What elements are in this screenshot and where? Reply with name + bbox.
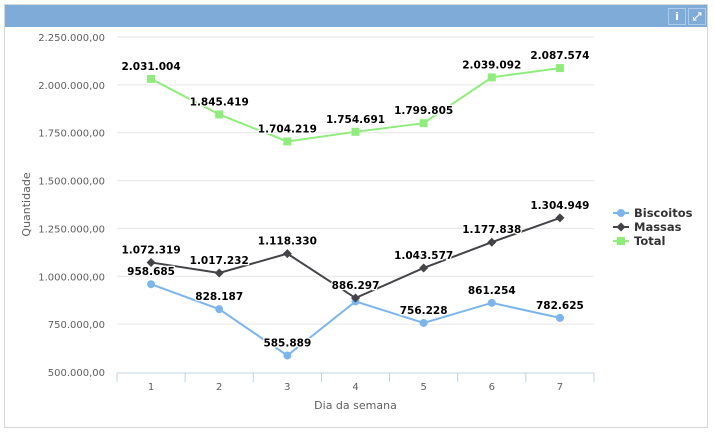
data-point xyxy=(555,313,564,322)
x-tick-label: 6 xyxy=(489,382,495,393)
y-tick-label: 2.250.000,00 xyxy=(38,33,105,44)
data-label: 1.304.949 xyxy=(530,200,589,212)
data-label: 1.845.419 xyxy=(190,96,249,108)
x-axis-title: Dia da semana xyxy=(314,399,397,412)
data-point xyxy=(283,137,292,146)
data-point xyxy=(351,293,360,303)
chart-panel: i ⤢ xyxy=(4,4,708,428)
data-label: 958.685 xyxy=(127,266,175,278)
data-label: 1.043.577 xyxy=(394,250,453,262)
data-label: 1.704.219 xyxy=(258,123,317,135)
x-tick-label: 2 xyxy=(216,382,222,393)
data-label: 782.625 xyxy=(536,300,584,312)
data-point xyxy=(555,64,564,73)
data-label: 1.017.232 xyxy=(190,255,249,267)
data-label: 861.254 xyxy=(468,285,516,297)
data-point xyxy=(147,280,156,289)
x-tick-label: 4 xyxy=(352,382,358,393)
data-point xyxy=(419,318,428,327)
legend-item-massas: Massas xyxy=(634,220,682,234)
data-label: 2.087.574 xyxy=(530,50,589,62)
x-tick-label: 1 xyxy=(148,382,154,393)
info-icon[interactable]: i xyxy=(668,8,686,25)
data-point xyxy=(419,119,428,128)
x-tick-label: 7 xyxy=(557,382,563,393)
data-label: 585.889 xyxy=(263,338,311,350)
y-tick-label: 2.000.000,00 xyxy=(38,81,105,92)
data-label: 1.072.319 xyxy=(122,244,181,256)
data-point xyxy=(282,249,292,259)
data-label: 1.799.805 xyxy=(394,105,453,117)
expand-icon[interactable]: ⤢ xyxy=(688,8,706,25)
y-axis-title: Quantidade xyxy=(20,172,33,236)
legend-item-total: Total xyxy=(634,234,665,248)
y-tick-label: 1.250.000,00 xyxy=(38,224,105,235)
data-point xyxy=(555,213,565,223)
data-point xyxy=(419,263,429,273)
data-point xyxy=(487,237,497,247)
data-point xyxy=(214,268,224,278)
y-tick-label: 750.000,00 xyxy=(48,320,105,331)
x-tick-label: 3 xyxy=(284,382,290,393)
y-tick-label: 1.000.000,00 xyxy=(38,272,105,283)
x-tick-label: 5 xyxy=(420,382,426,393)
data-point xyxy=(487,298,496,307)
data-point xyxy=(146,257,156,267)
panel-header: i ⤢ xyxy=(5,5,707,27)
data-label: 828.187 xyxy=(195,291,243,303)
y-tick-label: 1.500.000,00 xyxy=(38,177,105,188)
data-point xyxy=(616,222,626,232)
data-point xyxy=(215,110,224,119)
data-label: 2.031.004 xyxy=(122,61,181,73)
data-label: 1.118.330 xyxy=(258,236,317,248)
data-label: 756.228 xyxy=(400,305,448,317)
data-point xyxy=(351,127,360,136)
legend-item-biscoitos: Biscoitos xyxy=(634,206,693,220)
data-point xyxy=(617,209,625,217)
data-label: 2.039.092 xyxy=(462,59,521,71)
y-tick-label: 500.000,00 xyxy=(48,368,105,379)
data-label: 1.177.838 xyxy=(462,224,521,236)
data-label: 1.754.691 xyxy=(326,114,385,126)
data-point xyxy=(147,74,156,83)
data-point xyxy=(283,351,292,360)
y-tick-label: 1.750.000,00 xyxy=(38,129,105,140)
data-label: 886.297 xyxy=(332,280,380,292)
data-point xyxy=(215,305,224,314)
data-point xyxy=(487,73,496,82)
data-point xyxy=(617,237,625,245)
